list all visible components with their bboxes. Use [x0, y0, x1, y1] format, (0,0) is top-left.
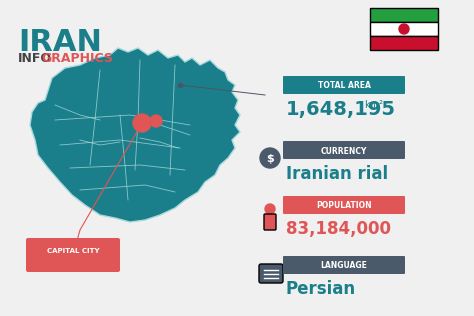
FancyBboxPatch shape: [370, 8, 438, 22]
Text: km²: km²: [365, 100, 383, 110]
FancyBboxPatch shape: [370, 22, 438, 36]
Text: Iranian rial: Iranian rial: [286, 165, 388, 183]
Text: GRAPHICS: GRAPHICS: [41, 52, 113, 65]
Text: TOTAL AREA: TOTAL AREA: [318, 82, 371, 90]
Text: 83,184,000: 83,184,000: [286, 220, 391, 238]
Text: INFO: INFO: [18, 52, 52, 65]
FancyBboxPatch shape: [283, 196, 405, 214]
Polygon shape: [30, 48, 240, 222]
FancyBboxPatch shape: [283, 256, 405, 274]
Circle shape: [133, 114, 151, 132]
FancyBboxPatch shape: [259, 264, 283, 283]
Text: LANGUAGE: LANGUAGE: [320, 262, 367, 270]
Circle shape: [260, 148, 280, 168]
FancyBboxPatch shape: [264, 214, 276, 230]
Text: POPULATION: POPULATION: [316, 202, 372, 210]
FancyBboxPatch shape: [283, 141, 405, 159]
FancyBboxPatch shape: [370, 36, 438, 50]
Text: Tehran: Tehran: [46, 256, 100, 270]
Text: $: $: [266, 154, 274, 164]
FancyBboxPatch shape: [26, 238, 120, 272]
Circle shape: [150, 115, 162, 127]
Text: IRAN: IRAN: [18, 28, 102, 57]
Circle shape: [399, 24, 409, 34]
Text: CAPITAL CITY: CAPITAL CITY: [47, 248, 99, 254]
Text: 1,648,195: 1,648,195: [286, 100, 396, 118]
Text: CURRENCY: CURRENCY: [321, 147, 367, 155]
FancyBboxPatch shape: [283, 76, 405, 94]
Text: Persian: Persian: [286, 280, 356, 298]
Circle shape: [265, 204, 275, 214]
